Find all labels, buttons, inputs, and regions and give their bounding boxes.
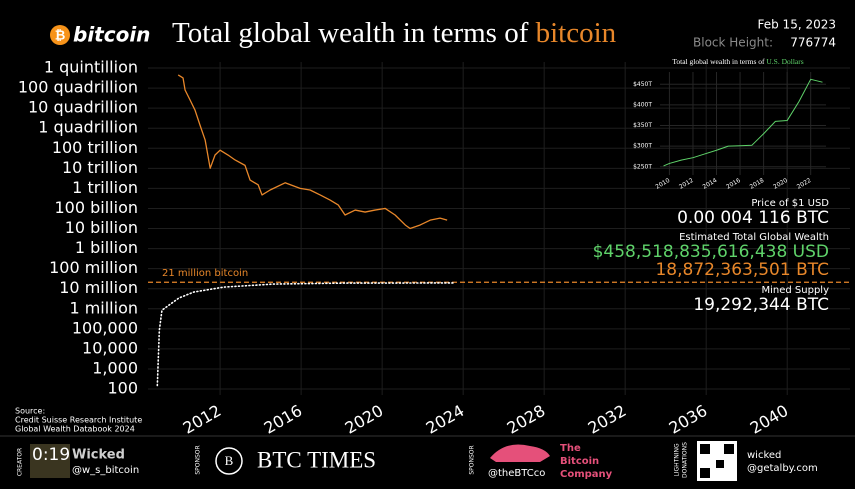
y-tick-label: 100 trillion <box>52 138 138 157</box>
qr-finder <box>700 468 710 478</box>
sponsor-2-handle: @theBTCco <box>488 468 545 479</box>
creator-tag: CREATOR <box>17 448 24 476</box>
btc-times-glyph: B <box>225 453 234 468</box>
wealth-label: Estimated Total Global Wealth <box>679 232 829 243</box>
sponsor-2-name: The <box>560 443 581 454</box>
inset-title-main: Total global wealth in terms of <box>672 57 766 66</box>
block-height: 776774 <box>790 36 836 50</box>
donation-tag: LIGHTNING <box>674 443 681 477</box>
y-tick-label: 1,000 <box>92 358 138 377</box>
y-tick-label: 10,000 <box>82 338 138 357</box>
y-tick-label: 10 trillion <box>62 158 138 177</box>
y-tick-label: 100 million <box>49 258 138 277</box>
source-line: Credit Suisse Research Institute <box>15 416 142 425</box>
y-tick-label: 100 <box>107 379 138 398</box>
btc-times-icon <box>215 447 243 475</box>
wealth-usd: $458,518,835,616,438 USD <box>593 242 829 262</box>
y-tick-label: 10 million <box>59 278 138 297</box>
y-tick-label: 1 quintillion <box>44 58 138 77</box>
creator-name: Wicked <box>72 448 125 463</box>
block-height-label: Block Height: <box>693 36 773 50</box>
y-tick-label: 100 quadrillion <box>18 78 138 97</box>
supply: 19,292,344 BTC <box>693 295 829 315</box>
sponsor-tag: SPONSOR <box>469 445 476 474</box>
y-tick-label: 1 trillion <box>72 178 138 197</box>
series-line <box>156 282 456 387</box>
timer: 0:19 <box>32 445 70 465</box>
source-line: Global Wealth Databook 2024 <box>15 425 135 434</box>
supply-label: Mined Supply <box>762 285 830 296</box>
series-line <box>177 74 448 230</box>
y-tick-label: 1 billion <box>75 238 138 257</box>
bitcoin-icon <box>50 25 70 45</box>
logo: bitcoin <box>73 23 150 47</box>
date: Feb 15, 2023 <box>758 18 837 32</box>
price: 0.00 004 116 BTC <box>677 208 829 228</box>
y-tick-label: 10 quadrillion <box>28 98 138 117</box>
inset-chart: Total global wealth in terms of U.S. Dol… <box>633 57 826 191</box>
bitcoin-icon-glyph: ₿ <box>55 29 66 44</box>
y-tick-label: 1 million <box>69 298 138 317</box>
y-tick-label: $250T <box>633 163 652 170</box>
sponsor-tag: SPONSOR <box>195 445 202 474</box>
donation: wicked <box>747 450 781 461</box>
y-tick-label: $400T <box>633 101 652 108</box>
inset-title: Total global wealth in terms of U.S. Dol… <box>672 57 803 66</box>
sponsor-2-name: Company <box>560 469 613 480</box>
donation-tag: DONATIONS <box>682 442 689 478</box>
title: Total global wealth in terms of bitcoin <box>172 17 617 49</box>
series-line <box>663 78 823 167</box>
reference-label: 21 million bitcoin <box>162 268 248 279</box>
source-line: Source: <box>15 407 45 416</box>
y-tick-label: $450T <box>633 81 652 88</box>
y-tick-label: 10 billion <box>65 218 138 237</box>
sponsor-2-name: Bitcoin <box>560 456 599 467</box>
creator-avatar <box>30 444 70 478</box>
readout: Price of $1 USD 0.00 004 116 BTC Estimat… <box>593 198 830 315</box>
wealth-btc: 18,872,363,501 BTC <box>655 260 829 280</box>
inset-title-highlight: U.S. Dollars <box>766 57 803 66</box>
creator-handle: @w_s_bitcoin <box>72 465 139 476</box>
donation: @getalby.com <box>747 463 818 474</box>
y-tick-label: 100,000 <box>72 318 138 337</box>
footer: CREATOR 0:19 Wicked @w_s_bitcoin SPONSOR… <box>0 435 855 481</box>
qr-finder <box>700 444 710 454</box>
title-highlight: bitcoin <box>536 17 617 49</box>
y-tick-label: $350T <box>633 122 652 129</box>
sponsor-1: BTC TIMES <box>257 447 376 472</box>
bitcoin-company-icon <box>490 444 550 462</box>
price-label: Price of $1 USD <box>751 198 829 209</box>
title-main: Total global wealth in terms of <box>172 17 536 49</box>
qr-finder <box>724 444 734 454</box>
qr-module <box>716 460 724 468</box>
y-tick-label: $300T <box>633 143 652 150</box>
y-tick-label: 1 quadrillion <box>38 118 138 137</box>
y-tick-label: 100 billion <box>55 198 139 217</box>
